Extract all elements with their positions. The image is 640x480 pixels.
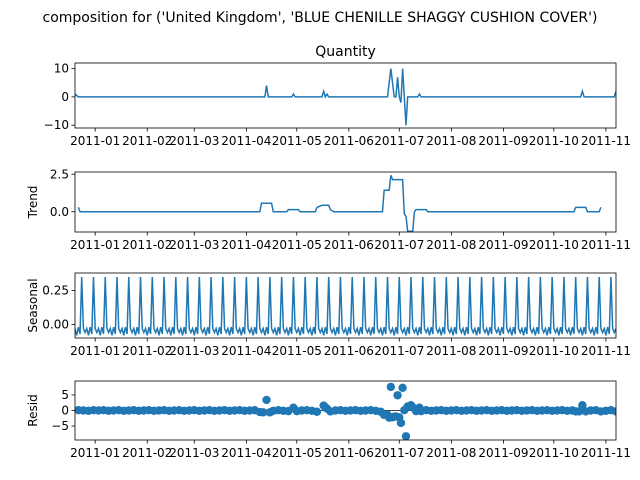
seasonal-xtick-label-1: 2011-02 bbox=[122, 344, 172, 358]
observed-panel-title: Quantity bbox=[315, 44, 376, 60]
resid-point-76 bbox=[401, 432, 411, 440]
trend-xtick-label-5: 2011-06 bbox=[324, 238, 374, 252]
resid-ylabel: Resid bbox=[26, 394, 40, 426]
seasonal-ytick-label-1: 0.00 bbox=[42, 317, 69, 331]
resid-xtick-label-0: 2011-01 bbox=[70, 446, 120, 460]
observed-plot-area bbox=[75, 68, 616, 126]
observed-axes-frame bbox=[74, 62, 617, 129]
trend-xtick-label-7: 2011-08 bbox=[426, 238, 476, 252]
resid-xtick-label-2: 2011-03 bbox=[169, 446, 219, 460]
observed-xtick-label-8: 2011-09 bbox=[478, 134, 528, 148]
resid-xtick-label-7: 2011-08 bbox=[426, 446, 476, 460]
resid-point-116 bbox=[578, 401, 587, 410]
resid-ytick-label-2: −5 bbox=[51, 419, 69, 433]
trend-xtick-label-1: 2011-02 bbox=[122, 238, 172, 252]
resid-point-71 bbox=[393, 391, 402, 400]
resid-xtick-label-10: 2011-11 bbox=[581, 446, 631, 460]
trend-xtick-label-3: 2011-04 bbox=[221, 238, 271, 252]
observed-xtick-label-5: 2011-06 bbox=[324, 134, 374, 148]
resid-xtick-label-4: 2011-05 bbox=[272, 446, 322, 460]
resid-point-37 bbox=[258, 408, 268, 417]
trend-xtick-label-8: 2011-09 bbox=[478, 238, 528, 252]
trend-ytick-label-1: 0.0 bbox=[50, 205, 69, 219]
seasonal-xtick-label-3: 2011-04 bbox=[221, 344, 271, 358]
seasonal-plot-area bbox=[75, 277, 616, 336]
resid-point-115 bbox=[574, 407, 584, 416]
seasonal-axes-frame bbox=[74, 272, 617, 339]
trend-xtick-label-10: 2011-11 bbox=[581, 238, 631, 252]
observed-xtick-label-0: 2011-01 bbox=[70, 134, 120, 148]
observed-xtick-label-4: 2011-05 bbox=[272, 134, 322, 148]
trend-plot-area bbox=[77, 175, 602, 232]
resid-point-73 bbox=[396, 418, 406, 428]
seasonal-xtick-label-0: 2011-01 bbox=[70, 344, 120, 358]
observed-xtick-label-7: 2011-08 bbox=[426, 134, 476, 148]
resid-xtick-label-5: 2011-06 bbox=[324, 446, 374, 460]
resid-xtick-label-1: 2011-02 bbox=[122, 446, 172, 460]
trend-xtick-label-0: 2011-01 bbox=[70, 238, 120, 252]
observed-xtick-label-1: 2011-02 bbox=[122, 134, 172, 148]
observed-xtick-label-9: 2011-10 bbox=[529, 134, 579, 148]
resid-ytick-label-1: 0 bbox=[61, 404, 69, 418]
resid-point-74 bbox=[398, 383, 407, 393]
seasonal-series-line bbox=[75, 277, 616, 336]
trend-ylabel: Trend bbox=[26, 186, 40, 220]
seasonal-xtick-label-10: 2011-11 bbox=[581, 344, 631, 358]
trend-series-line bbox=[77, 175, 602, 232]
resid-point-67 bbox=[386, 382, 396, 392]
trend-xtick-label-6: 2011-07 bbox=[374, 238, 424, 252]
seasonal-xtick-label-6: 2011-07 bbox=[374, 344, 424, 358]
seasonal-xtick-label-8: 2011-09 bbox=[478, 344, 528, 358]
seasonal-xtick-label-9: 2011-10 bbox=[529, 344, 579, 358]
observed-series-line bbox=[75, 68, 616, 126]
resid-xtick-label-3: 2011-04 bbox=[221, 446, 271, 460]
trend-ytick-label-0: 2.5 bbox=[50, 167, 69, 181]
observed-ytick-label-2: −10 bbox=[44, 118, 69, 132]
observed-xtick-label-3: 2011-04 bbox=[221, 134, 271, 148]
observed-xtick-label-2: 2011-03 bbox=[169, 134, 219, 148]
resid-ytick-label-0: 5 bbox=[61, 388, 69, 402]
seasonal-xtick-label-5: 2011-06 bbox=[324, 344, 374, 358]
seasonal-xtick-label-7: 2011-08 bbox=[426, 344, 476, 358]
resid-point-123 bbox=[611, 407, 616, 416]
trend-xtick-label-2: 2011-03 bbox=[169, 238, 219, 252]
observed-xtick-label-10: 2011-11 bbox=[581, 134, 631, 148]
resid-point-49 bbox=[312, 407, 322, 416]
trend-axes-frame bbox=[74, 171, 617, 233]
resid-xtick-label-6: 2011-07 bbox=[374, 446, 424, 460]
seasonal-xtick-label-2: 2011-03 bbox=[169, 344, 219, 358]
resid-xtick-label-9: 2011-10 bbox=[529, 446, 579, 460]
trend-xtick-label-9: 2011-10 bbox=[529, 238, 579, 252]
resid-point-38 bbox=[262, 395, 271, 405]
seasonal-xtick-label-4: 2011-05 bbox=[272, 344, 322, 358]
figure-suptitle: composition for ('United Kingdom', 'BLUE… bbox=[43, 10, 598, 26]
trend-xtick-label-4: 2011-05 bbox=[272, 238, 322, 252]
seasonal-ylabel: Seasonal bbox=[26, 278, 40, 332]
seasonal-ytick-label-0: 0.25 bbox=[42, 284, 69, 298]
observed-ytick-label-1: 0 bbox=[61, 90, 69, 104]
resid-plot-area bbox=[75, 382, 616, 440]
observed-ytick-label-0: 10 bbox=[54, 62, 69, 76]
resid-xtick-label-8: 2011-09 bbox=[478, 446, 528, 460]
observed-xtick-label-6: 2011-07 bbox=[374, 134, 424, 148]
